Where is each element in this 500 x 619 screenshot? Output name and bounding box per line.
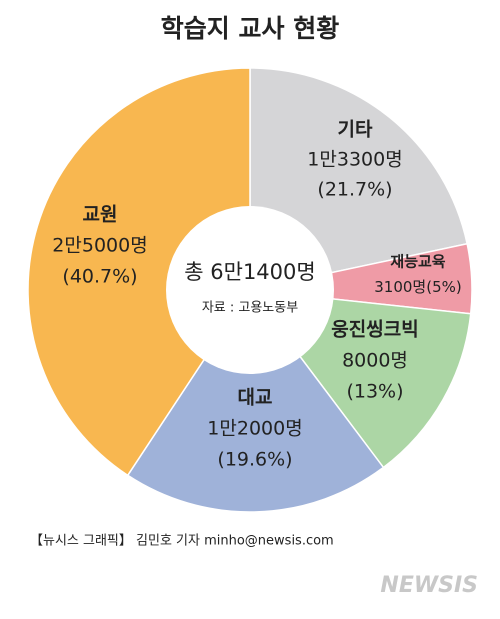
slice-category: 대교 <box>238 387 273 409</box>
slice-labels: 3100명(5%) <box>374 278 462 296</box>
value-label: 3100명 <box>374 278 426 296</box>
percent-label: (19.6%) <box>217 449 292 471</box>
source: 자료 : 고용노동부 <box>202 301 298 316</box>
value-label: 1만2000명 <box>207 418 302 440</box>
slice-category: 기타 <box>338 119 373 141</box>
slice-category: 재능교육 <box>390 253 445 271</box>
slice-category: 교원 <box>83 204 118 226</box>
watermark: NEWSIS <box>380 573 478 598</box>
percent-label: (21.7%) <box>317 179 392 201</box>
value-label: 2만5000명 <box>52 235 147 257</box>
value-label: 1만3300명 <box>307 149 402 171</box>
percent-label: (40.7%) <box>62 266 137 288</box>
slice <box>126 288 385 513</box>
percent-label: (13%) <box>346 381 403 403</box>
slice-category: 웅진씽크빅 <box>331 319 418 341</box>
value-label: 8000명 <box>342 350 408 372</box>
percent-label: (5%) <box>426 278 462 296</box>
credit: 【뉴시스 그래픽】 김민호 기자 minho@newsis.com <box>30 534 334 549</box>
center-label: 총 6만1400명 <box>184 260 315 284</box>
chart-title: 학습지 교사 현황 <box>161 14 339 43</box>
donut-hole <box>166 206 334 374</box>
slice <box>27 67 251 477</box>
donut <box>27 67 473 513</box>
